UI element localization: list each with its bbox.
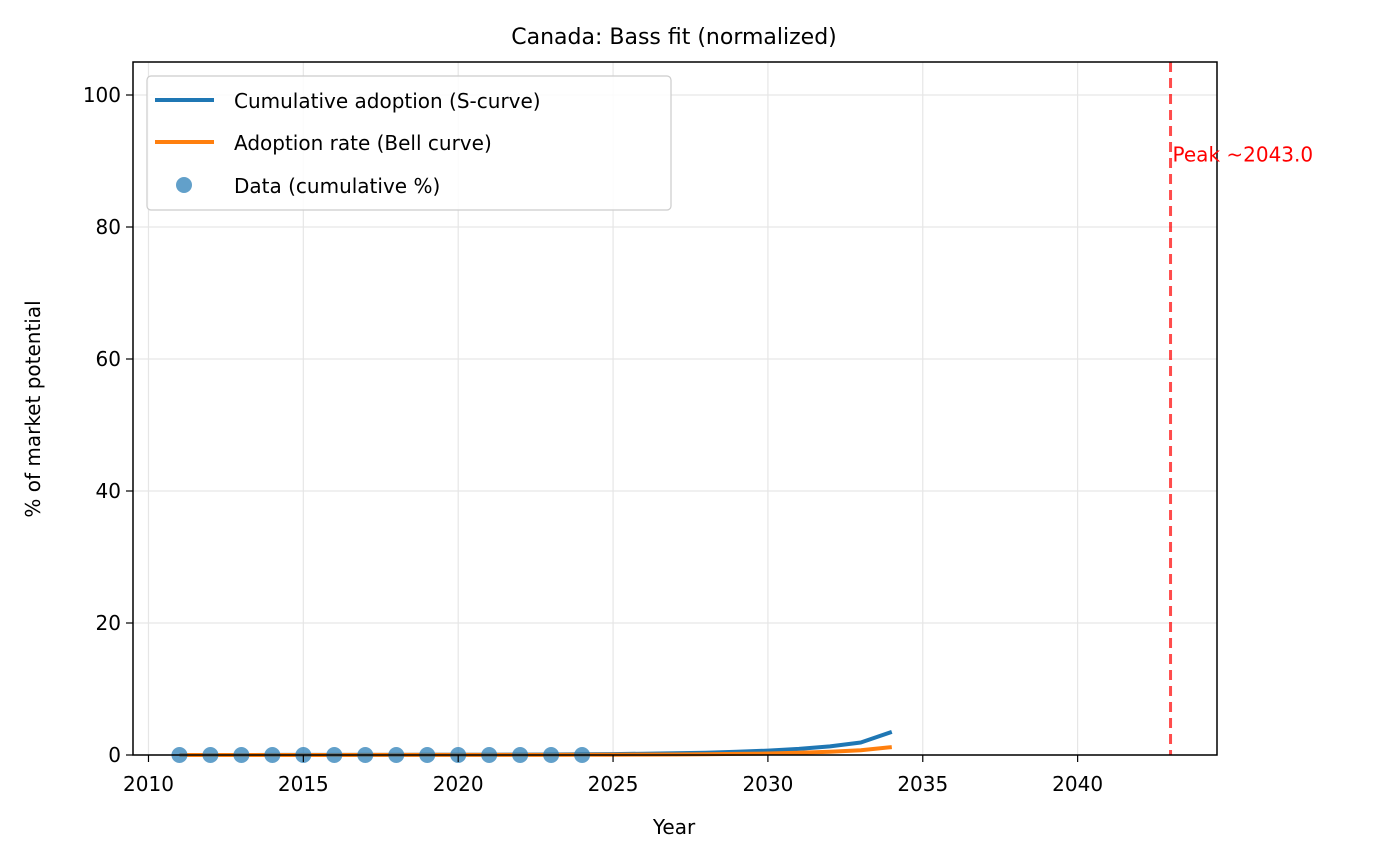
x-tick-label: 2035: [897, 772, 948, 796]
x-tick-label: 2015: [278, 772, 329, 796]
legend-label-cumulative: Cumulative adoption (S-curve): [234, 89, 541, 113]
plot-frame: [132, 61, 1218, 756]
x-tick-label: 2025: [588, 772, 639, 796]
peak-annotation: Peak ~2043.0: [1173, 142, 1314, 166]
y-tick-label: 40: [96, 479, 121, 503]
legend-box: [146, 75, 672, 211]
chart-title: Canada: Bass fit (normalized): [511, 25, 837, 50]
y-tick-label: 20: [96, 611, 121, 635]
y-tick-label: 100: [83, 83, 121, 107]
x-tick-label: 2020: [433, 772, 484, 796]
y-axis-label: % of market potential: [21, 300, 45, 517]
x-axis-label: Year: [652, 815, 696, 839]
x-tick-label: 2030: [742, 772, 793, 796]
x-tick-label: 2040: [1052, 772, 1103, 796]
x-tick-label: 2010: [123, 772, 174, 796]
y-tick-label: 80: [96, 215, 121, 239]
legend-label-data: Data (cumulative %): [234, 174, 440, 198]
legend-swatch-data: [176, 177, 192, 193]
y-tick-label: 60: [96, 347, 121, 371]
y-tick-label: 0: [108, 743, 121, 767]
legend: Cumulative adoption (S-curve) Adoption r…: [146, 75, 672, 211]
legend-label-rate: Adoption rate (Bell curve): [234, 131, 492, 155]
